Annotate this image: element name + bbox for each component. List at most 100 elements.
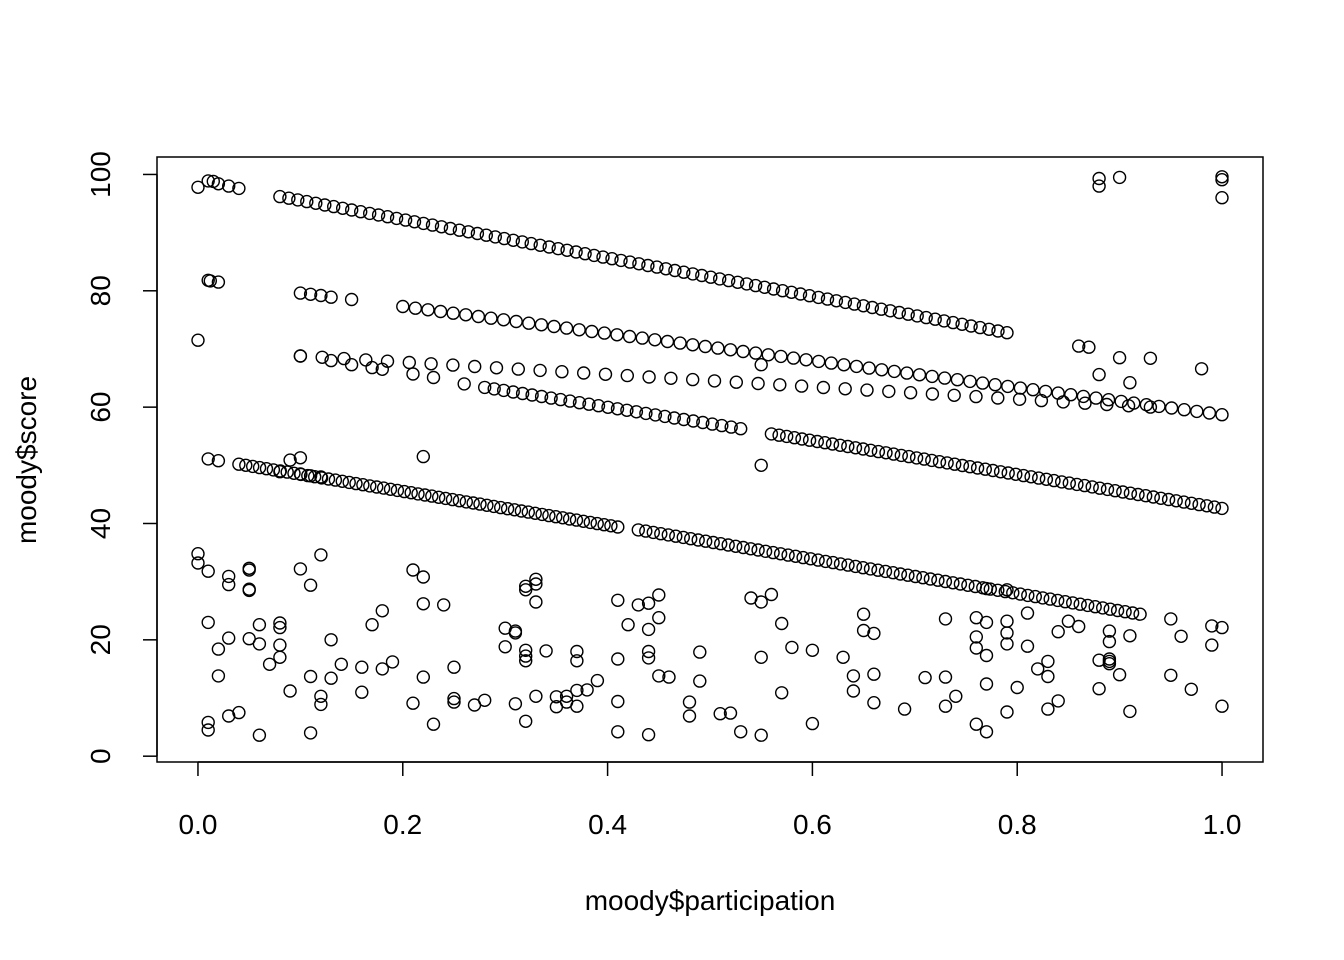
data-point: [506, 385, 520, 399]
data-point: [572, 396, 587, 410]
data-point: [293, 451, 308, 465]
data-point: [496, 313, 511, 327]
data-point: [802, 289, 817, 303]
data-point: [365, 360, 379, 375]
data-point: [667, 411, 681, 425]
data-point: [652, 588, 666, 602]
data-point: [610, 402, 625, 416]
data-point: [812, 354, 826, 369]
data-point: [549, 510, 563, 524]
data-point: [1043, 592, 1057, 606]
data-point: [946, 576, 960, 590]
data-point: [686, 338, 700, 352]
data-point: [784, 285, 799, 299]
data-point: [641, 644, 656, 659]
data-point: [533, 363, 547, 378]
data-point: [856, 607, 871, 621]
data-point: [754, 358, 768, 372]
data-point: [1164, 401, 1179, 415]
data-point: [363, 206, 377, 221]
data-point: [479, 228, 493, 242]
data-point: [774, 349, 788, 364]
data-point: [1061, 614, 1076, 628]
data-point: [525, 388, 539, 402]
data-point: [874, 302, 888, 316]
data-point: [1012, 392, 1027, 406]
data-point: [766, 545, 780, 560]
data-point: [611, 694, 625, 709]
data-point: [693, 674, 707, 688]
data-point: [1100, 482, 1115, 497]
data-point: [314, 288, 328, 303]
data-point: [932, 455, 947, 469]
data-point: [979, 648, 994, 663]
data-point: [1031, 471, 1046, 485]
data-point: [201, 723, 215, 737]
data-point: [664, 371, 678, 385]
data-point: [1102, 657, 1117, 671]
data-point: [1164, 612, 1178, 626]
data-point: [515, 386, 530, 401]
data-point: [661, 528, 675, 542]
data-point: [397, 484, 411, 499]
data-point: [519, 714, 533, 728]
data-point: [303, 469, 318, 483]
data-point: [931, 573, 945, 587]
data-point: [836, 650, 850, 664]
data-point: [201, 452, 215, 466]
data-point: [344, 292, 359, 307]
data-point: [1092, 682, 1106, 696]
data-point: [970, 461, 985, 475]
data-point: [1000, 614, 1014, 628]
data-point: [282, 191, 296, 205]
data-point: [1123, 376, 1137, 390]
data-point: [1184, 496, 1199, 510]
data-point: [318, 198, 332, 212]
data-point: [570, 654, 584, 668]
data-point: [662, 670, 676, 684]
data-point: [1073, 597, 1087, 611]
data-point: [883, 304, 897, 318]
data-point: [1093, 481, 1107, 495]
data-point: [534, 389, 549, 404]
data-point: [1070, 477, 1084, 492]
data-point: [734, 725, 748, 739]
data-point: [773, 547, 788, 561]
data-point: [838, 295, 853, 310]
data-point: [375, 362, 389, 376]
data-point: [998, 584, 1012, 599]
data-point: [847, 297, 862, 311]
data-point: [266, 463, 281, 477]
data-point: [349, 476, 363, 491]
data-point: [805, 643, 820, 657]
data-point: [652, 611, 666, 625]
data-point: [724, 420, 738, 434]
data-point: [938, 699, 953, 713]
data-point: [604, 519, 618, 533]
data-point: [591, 399, 606, 413]
data-point: [1152, 399, 1166, 414]
data-point: [1034, 393, 1049, 408]
data-point: [585, 324, 599, 339]
data-point: [461, 225, 476, 239]
data-point: [497, 383, 511, 398]
data-point: [1050, 593, 1065, 608]
data-point: [1154, 491, 1168, 505]
data-point: [1013, 587, 1027, 601]
data-point: [1095, 601, 1110, 615]
data-point: [551, 241, 565, 256]
data-point: [433, 304, 448, 319]
data-point: [1026, 383, 1040, 397]
data-point: [211, 642, 226, 656]
data-point: [704, 270, 718, 284]
data-point: [519, 583, 533, 597]
data-point: [611, 725, 625, 739]
data-point: [1088, 600, 1102, 614]
data-point: [611, 520, 625, 534]
data-point: [416, 570, 430, 584]
data-point: [327, 199, 341, 214]
data-point: [1035, 591, 1050, 605]
data-point: [1051, 694, 1065, 708]
data-point: [273, 465, 287, 479]
data-point: [1024, 470, 1038, 484]
